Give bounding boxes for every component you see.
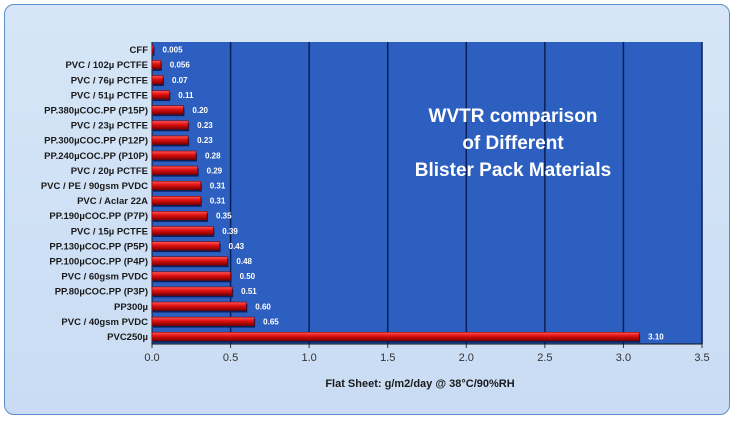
- data-label: 0.43: [229, 242, 245, 251]
- bar: [151, 165, 198, 175]
- y-category-label: PVC / PE / 90gsm PVDC: [41, 181, 148, 192]
- data-label: 0.056: [170, 61, 191, 70]
- y-category-label: PP300µ: [114, 302, 148, 313]
- x-tick-label: 1.0: [301, 352, 316, 364]
- bar: [151, 60, 162, 70]
- x-tick-label: 2.5: [537, 352, 552, 364]
- bar: [151, 331, 640, 341]
- data-label: 0.005: [163, 46, 184, 55]
- y-category-label: PP.190µCOC.PP (P7P): [49, 211, 148, 222]
- bar: [151, 120, 189, 130]
- y-category-label: PP.240µCOC.PP (P10P): [44, 151, 148, 162]
- data-label: 0.29: [207, 166, 223, 175]
- bar: [151, 75, 164, 85]
- y-category-label: PVC / 20µ PCTFE: [71, 166, 148, 177]
- data-label: 0.31: [210, 181, 226, 190]
- data-label: 0.39: [222, 227, 238, 236]
- data-label: 0.51: [241, 287, 257, 296]
- data-label: 0.50: [240, 272, 256, 281]
- y-category-label: PVC / 23µ PCTFE: [71, 121, 148, 132]
- bar: [151, 241, 220, 251]
- y-category-label: PP.80µCOC.PP (P3P): [55, 287, 148, 298]
- y-category-label: PVC / 60gsm PVDC: [61, 272, 148, 283]
- x-tick-label: 3.0: [616, 352, 631, 364]
- chart-title-line: Blister Pack Materials: [415, 160, 611, 181]
- bar: [151, 226, 214, 236]
- x-tick-label: 0.0: [144, 352, 159, 364]
- y-category-label: PVC / 102µ PCTFE: [65, 60, 148, 71]
- y-category-label: PVC250µ: [107, 332, 148, 343]
- bar: [151, 271, 231, 281]
- bar: [151, 180, 202, 190]
- x-axis-label: Flat Sheet: g/m2/day @ 38°C/90%RH: [325, 378, 514, 390]
- y-category-label: PP.380µCOC.PP (P15P): [44, 105, 148, 116]
- data-label: 0.31: [210, 197, 226, 206]
- data-label: 0.11: [178, 91, 194, 100]
- y-category-label: CFF: [130, 45, 149, 56]
- bar: [151, 105, 184, 115]
- y-category-label: PVC / 51µ PCTFE: [71, 90, 148, 101]
- data-label: 0.60: [255, 302, 271, 311]
- data-label: 0.28: [205, 151, 221, 160]
- y-category-label: PP.300µCOC.PP (P12P): [44, 136, 148, 147]
- bar: [151, 211, 208, 221]
- y-category-label: PVC / 40gsm PVDC: [61, 317, 148, 328]
- bar: [151, 45, 154, 55]
- x-tick-label: 2.0: [459, 352, 474, 364]
- data-label: 0.65: [263, 317, 279, 326]
- bar: [151, 316, 255, 326]
- x-tick-label: 1.5: [380, 352, 395, 364]
- x-tick-label: 0.5: [223, 352, 238, 364]
- bar: [151, 301, 247, 311]
- bar: [151, 135, 189, 145]
- data-label: 0.35: [216, 212, 232, 221]
- y-category-label: PVC / Aclar 22A: [77, 196, 148, 207]
- y-category-label: PP.100µCOC.PP (P4P): [49, 256, 148, 267]
- y-category-label: PP.130µCOC.PP (P5P): [49, 241, 148, 252]
- y-category-label: PVC / 76µ PCTFE: [71, 75, 148, 86]
- bar: [151, 256, 228, 266]
- data-label: 0.48: [236, 257, 252, 266]
- data-label: 0.20: [192, 106, 208, 115]
- x-tick-label: 3.5: [694, 352, 709, 364]
- plot-area: [152, 42, 702, 344]
- chart-title-line: of Different: [462, 133, 564, 154]
- chart-title: WVTR comparison of Different Blister Pack …: [415, 106, 611, 181]
- data-label: 0.23: [197, 121, 213, 130]
- bar: [151, 150, 197, 160]
- bar: [151, 286, 233, 296]
- chart-title-line: WVTR comparison: [429, 106, 598, 127]
- bar: [151, 90, 170, 100]
- data-label: 3.10: [648, 332, 664, 341]
- data-label: 0.23: [197, 136, 213, 145]
- bar: [151, 196, 202, 206]
- y-category-label: PVC / 15µ PCTFE: [71, 226, 148, 237]
- data-label: 0.07: [172, 76, 188, 85]
